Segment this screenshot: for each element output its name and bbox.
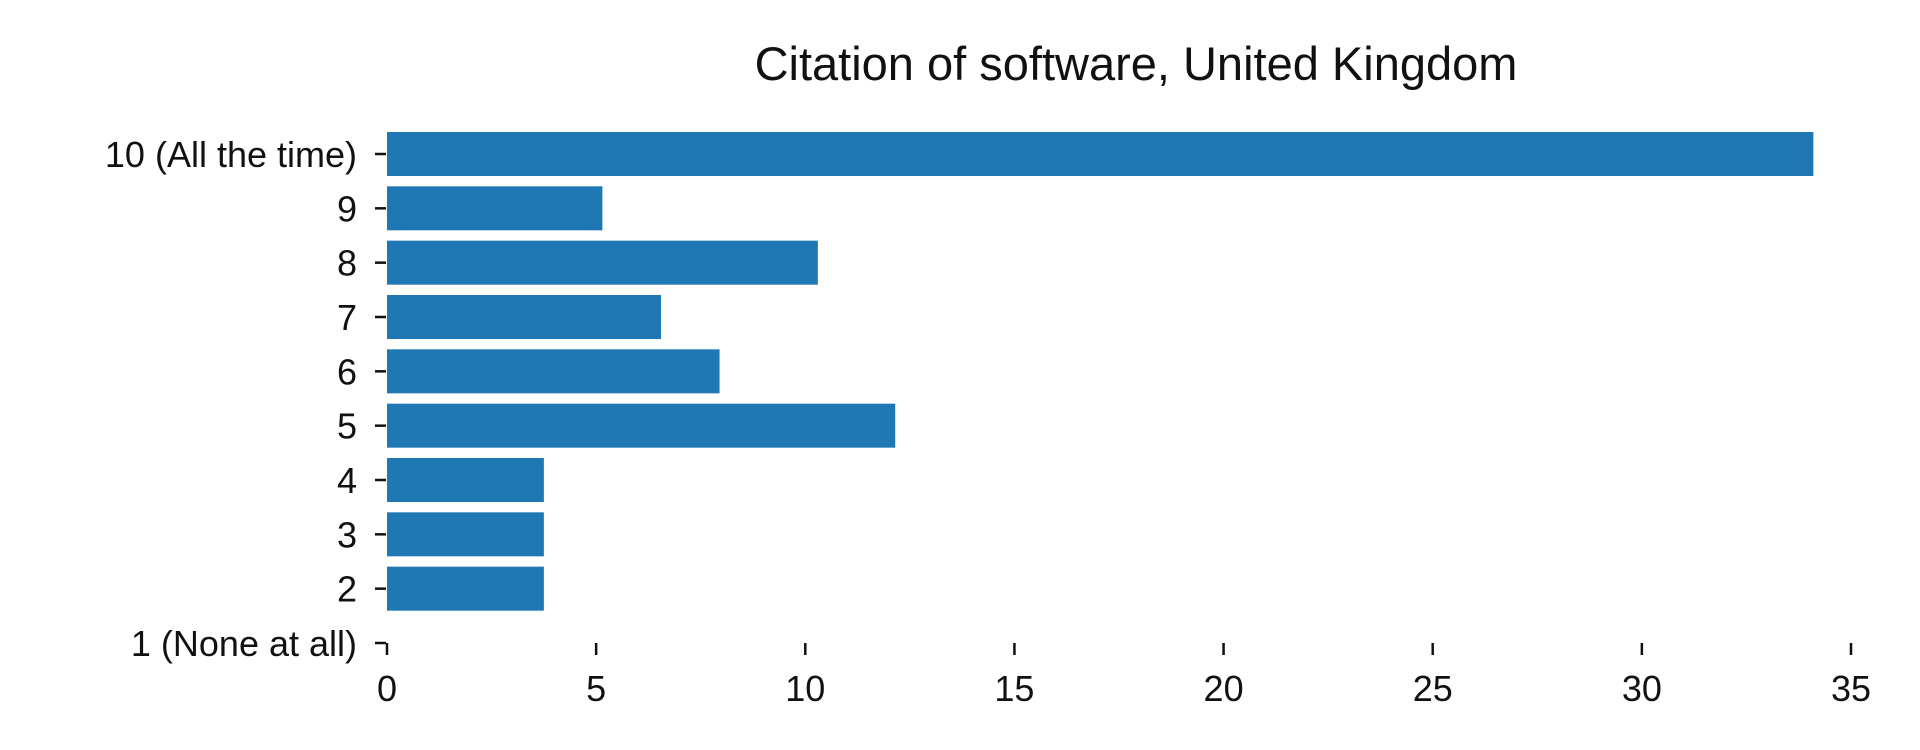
x-tick-label: 30 [1622,668,1662,709]
bar-7 [387,295,661,339]
x-axis: 0 5 10 15 20 25 30 35 [377,643,1871,709]
bar-3 [387,512,544,557]
y-tick-label: 6 [337,351,357,392]
y-tick-label: 7 [337,297,357,338]
chart-title: Citation of software, United Kingdom [755,37,1518,90]
y-axis: 1 (None at all) 2 3 4 5 6 7 8 9 10 (All the time) [105,134,386,664]
x-tick-label: 0 [377,668,397,709]
y-tick-label: 9 [337,188,357,229]
bars-group [387,132,1814,611]
y-tick-label: 2 [337,569,357,610]
y-tick-label: 1 (None at all) [131,623,357,664]
bar-8 [387,240,818,285]
x-tick-label: 15 [994,668,1034,709]
y-tick-label: 5 [337,406,357,447]
bar-10 [387,132,1814,176]
x-tick-label: 10 [785,668,825,709]
y-tick-label: 10 (All the time) [105,134,357,175]
y-tick-label: 8 [337,243,357,284]
bar-2 [387,566,544,611]
x-tick-label: 5 [586,668,606,709]
bar-6 [387,349,720,394]
x-tick-label: 20 [1204,668,1244,709]
x-tick-label: 35 [1831,668,1871,709]
x-tick-label: 25 [1413,668,1453,709]
bar-5 [387,403,896,448]
y-tick-label: 3 [337,514,357,555]
bar-9 [387,186,603,231]
bar-4 [387,458,544,502]
y-tick-label: 4 [337,460,357,501]
